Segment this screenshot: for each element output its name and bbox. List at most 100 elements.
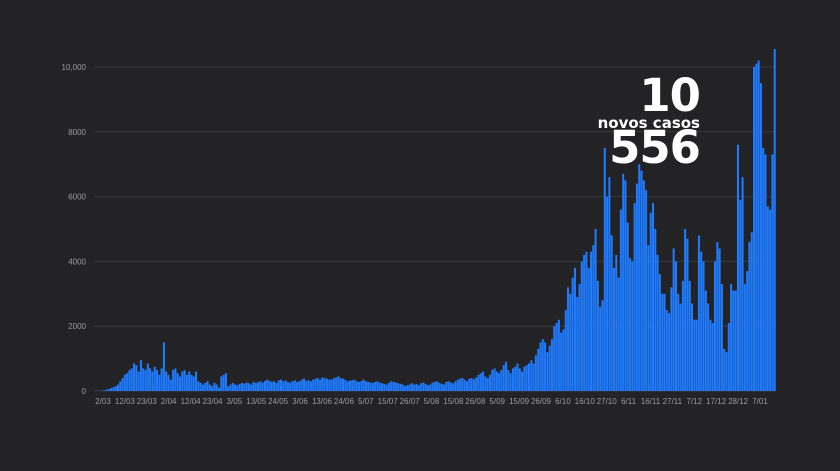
y-axis-tick-labels: 0 2000 4000 6000 8000 10,000 bbox=[62, 63, 87, 396]
bar bbox=[762, 148, 765, 391]
x-tick-label: 26/09 bbox=[531, 397, 552, 406]
bar bbox=[406, 385, 409, 391]
bar bbox=[181, 371, 184, 391]
bar bbox=[459, 378, 462, 391]
bar bbox=[296, 381, 299, 391]
bar bbox=[456, 379, 459, 391]
bar bbox=[495, 371, 498, 391]
bar bbox=[580, 261, 583, 391]
x-tick-label: 6/11 bbox=[621, 397, 637, 406]
headline-number: 10 556 bbox=[609, 69, 701, 174]
bar bbox=[392, 381, 395, 391]
bar bbox=[603, 148, 606, 391]
bar bbox=[546, 352, 549, 391]
x-tick-label: 5/08 bbox=[424, 397, 440, 406]
bar bbox=[176, 373, 179, 391]
bar bbox=[734, 290, 737, 391]
bar bbox=[371, 382, 374, 391]
bar bbox=[661, 293, 664, 391]
headline-label: novos casos bbox=[597, 114, 700, 132]
bar bbox=[534, 355, 537, 391]
bar bbox=[199, 382, 202, 391]
bar bbox=[378, 382, 381, 391]
y-tick-label: 4000 bbox=[68, 257, 86, 266]
bar bbox=[160, 368, 163, 391]
bar bbox=[174, 368, 177, 391]
bar bbox=[642, 180, 645, 391]
bar bbox=[567, 287, 570, 391]
bar bbox=[250, 384, 253, 391]
bar bbox=[270, 381, 273, 391]
x-tick-label: 2/03 bbox=[95, 397, 111, 406]
bar bbox=[633, 203, 636, 391]
bar bbox=[576, 297, 579, 391]
bar bbox=[674, 261, 677, 391]
bar bbox=[612, 267, 615, 391]
bar bbox=[585, 251, 588, 391]
bar bbox=[408, 384, 411, 391]
bar bbox=[592, 245, 595, 391]
bar bbox=[415, 383, 418, 391]
bar bbox=[484, 376, 487, 391]
bar bbox=[185, 374, 188, 391]
bar bbox=[178, 376, 181, 391]
bar bbox=[229, 384, 232, 391]
bar bbox=[183, 369, 186, 391]
bar bbox=[153, 366, 156, 391]
bar bbox=[764, 154, 767, 391]
bar bbox=[516, 363, 519, 391]
bar bbox=[337, 376, 340, 391]
bar bbox=[502, 365, 505, 391]
bar bbox=[523, 366, 526, 391]
bar bbox=[466, 381, 469, 391]
bar bbox=[541, 339, 544, 391]
bar bbox=[670, 287, 673, 391]
bar bbox=[252, 381, 255, 391]
bar bbox=[587, 267, 590, 391]
bar bbox=[286, 381, 289, 391]
x-tick-label: 15/09 bbox=[509, 397, 530, 406]
bar bbox=[773, 48, 776, 392]
bar bbox=[769, 209, 772, 391]
bar bbox=[720, 284, 723, 391]
bar bbox=[103, 390, 106, 391]
bar bbox=[376, 381, 379, 391]
bar bbox=[424, 383, 427, 391]
bar bbox=[493, 368, 496, 391]
bar bbox=[144, 369, 147, 391]
bar bbox=[610, 235, 613, 391]
bar bbox=[569, 293, 572, 391]
bar bbox=[691, 303, 694, 391]
bar bbox=[681, 280, 684, 391]
bar bbox=[224, 373, 227, 391]
bar bbox=[537, 348, 540, 391]
bar bbox=[112, 387, 115, 391]
bar bbox=[511, 368, 514, 391]
bar bbox=[583, 254, 586, 391]
bar bbox=[404, 386, 407, 391]
bar bbox=[305, 380, 308, 391]
bar bbox=[236, 385, 239, 391]
y-tick-label: 0 bbox=[82, 387, 87, 396]
bar bbox=[500, 369, 503, 391]
bar bbox=[528, 363, 531, 391]
bar bbox=[401, 384, 404, 391]
bar bbox=[422, 382, 425, 391]
bar bbox=[709, 319, 712, 391]
bar bbox=[137, 371, 140, 391]
x-tick-label: 12/03 bbox=[115, 397, 136, 406]
bar bbox=[615, 254, 618, 391]
bar bbox=[298, 381, 301, 391]
bar bbox=[346, 381, 349, 391]
bar bbox=[693, 319, 696, 391]
bar bbox=[617, 277, 620, 391]
bar bbox=[700, 251, 703, 391]
bar bbox=[647, 245, 650, 391]
bar bbox=[277, 380, 280, 391]
x-tick-label: 15/08 bbox=[443, 397, 464, 406]
bar bbox=[704, 290, 707, 391]
x-tick-label: 12/04 bbox=[181, 397, 202, 406]
bar bbox=[123, 374, 126, 391]
bar bbox=[383, 383, 386, 391]
bar bbox=[273, 381, 276, 391]
